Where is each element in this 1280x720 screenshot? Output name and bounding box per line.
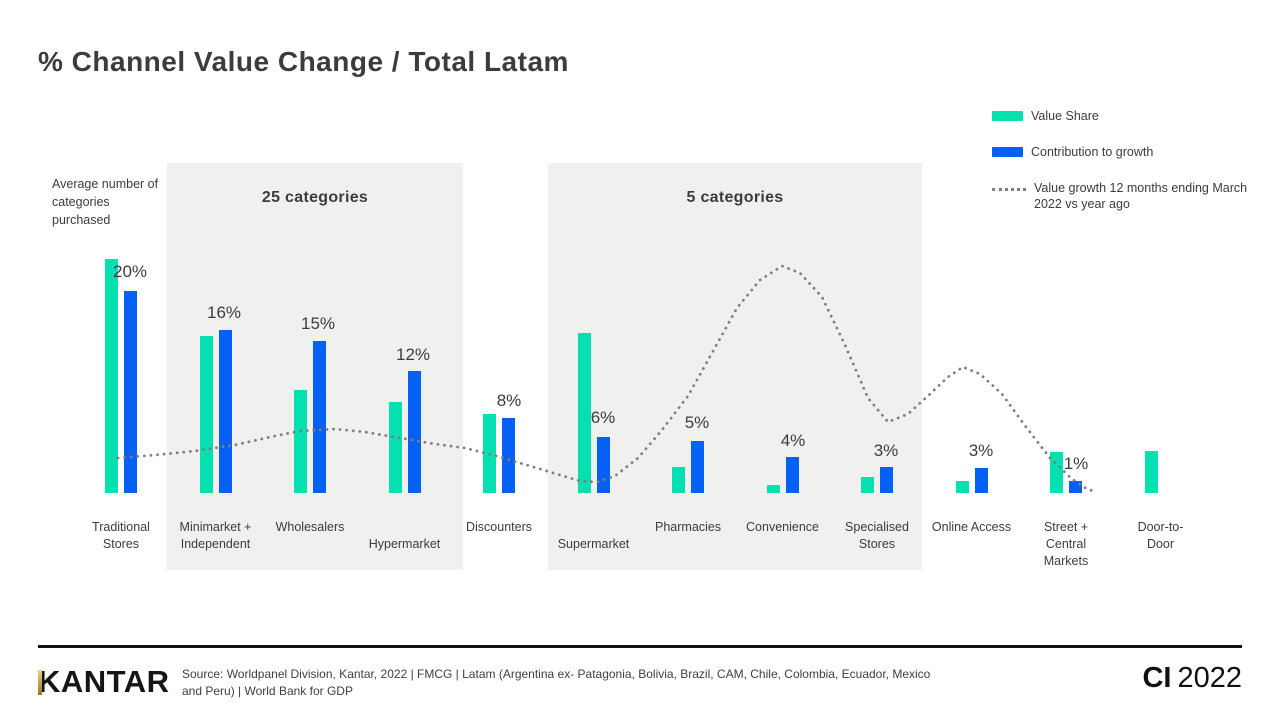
bar-value-share xyxy=(199,336,213,493)
value-annotation: 3% xyxy=(873,441,899,460)
panel-5-categories: 5 categories xyxy=(548,163,922,570)
bar-value-share xyxy=(388,402,402,493)
value-annotation: 1% xyxy=(1063,454,1089,473)
ci-label: CI xyxy=(1142,662,1172,694)
value-annotation: 20% xyxy=(112,262,148,281)
bar-contribution xyxy=(218,330,232,493)
category-label: Hypermarket xyxy=(368,537,441,551)
kantar-logo: KANTAR xyxy=(38,664,170,700)
category-label: Door-to- Door xyxy=(1137,520,1184,551)
value-annotation: 12% xyxy=(395,345,431,364)
value-annotation: 16% xyxy=(206,303,242,322)
bar-value-share xyxy=(1050,452,1063,493)
page-title: % Channel Value Change / Total Latam xyxy=(38,46,569,77)
bar-value-share xyxy=(955,481,969,493)
value-annotation: 15% xyxy=(300,314,336,333)
bar-contribution xyxy=(407,371,421,493)
ci-year: 2022 xyxy=(1177,662,1242,694)
source-text: Source: Worldpanel Division, Kantar, 202… xyxy=(182,667,931,698)
legend: Value Share Contribution to growth Value… xyxy=(992,108,1252,232)
legend-item-trend: Value growth 12 months ending March 2022… xyxy=(992,180,1252,212)
bar-value-share xyxy=(672,467,685,493)
value-annotation: 3% xyxy=(968,441,994,460)
value-annotation: 8% xyxy=(496,391,522,410)
bar-value-share xyxy=(766,485,780,493)
value-annotation: 4% xyxy=(780,431,806,450)
bar-contribution xyxy=(691,441,704,493)
ci-2022-badge: CI 2022 xyxy=(1142,662,1242,695)
bar-contribution xyxy=(1069,481,1082,493)
bar-contribution xyxy=(974,468,988,493)
bar-contribution xyxy=(313,341,326,493)
panel-title: 5 categories xyxy=(686,189,784,206)
value-annotation: 5% xyxy=(684,413,710,432)
category-label: Wholesalers xyxy=(275,520,345,534)
category-label: Specialised Stores xyxy=(845,520,909,551)
bar-value-share xyxy=(294,390,307,493)
bar-value-share xyxy=(577,333,591,493)
category-label: Discounters xyxy=(466,520,532,534)
bar-value-share xyxy=(483,414,496,493)
category-label: Street + Central Markets xyxy=(1043,520,1089,568)
bar-value-share xyxy=(105,259,118,493)
dotted-line-swatch-icon xyxy=(992,188,1026,191)
legend-item-contribution: Contribution to growth xyxy=(992,144,1252,160)
legend-label: Contribution to growth xyxy=(1031,145,1154,159)
value-annotation: 6% xyxy=(590,408,616,427)
bar-value-share xyxy=(1144,451,1158,493)
category-label: Minimarket + Independent xyxy=(179,520,252,551)
category-label: Convenience xyxy=(746,520,819,534)
bar-contribution xyxy=(124,291,137,493)
bar-value-share xyxy=(861,477,874,493)
category-label: Online Access xyxy=(931,520,1012,534)
panel-title: 25 categories xyxy=(261,189,369,206)
legend-item-value-share: Value Share xyxy=(992,108,1252,124)
category-label: Pharmacies xyxy=(655,520,721,534)
value-share-swatch-icon xyxy=(992,111,1023,121)
bar-contribution xyxy=(502,418,515,493)
bar-contribution xyxy=(596,437,610,493)
legend-label: Value growth 12 months ending March 2022… xyxy=(1034,181,1248,211)
bar-contribution xyxy=(880,467,893,493)
kantar-gold-mark-icon xyxy=(38,670,42,695)
category-label: Supermarket xyxy=(557,537,630,551)
kantar-logo-text: KANTAR xyxy=(38,664,170,699)
contribution-swatch-icon xyxy=(992,147,1023,157)
category-label: Traditional Stores xyxy=(92,520,150,551)
footer-divider xyxy=(38,645,1242,648)
bar-contribution xyxy=(785,457,799,493)
legend-label: Value Share xyxy=(1031,109,1099,123)
axis-note: Average number of categories purchased xyxy=(52,177,159,227)
